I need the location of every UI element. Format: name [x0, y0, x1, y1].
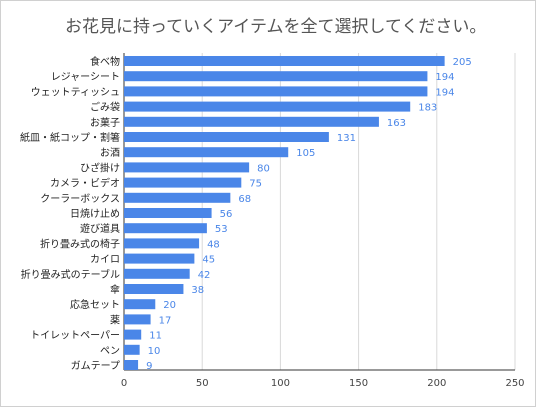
bar — [124, 132, 329, 142]
x-tick-label: 50 — [196, 378, 209, 389]
value-label: 42 — [198, 270, 211, 281]
value-label: 183 — [418, 103, 437, 114]
bar — [124, 56, 445, 66]
value-label: 17 — [159, 315, 172, 326]
bar — [124, 299, 156, 310]
value-label: 20 — [163, 300, 176, 311]
value-label: 105 — [296, 148, 315, 159]
value-label: 38 — [191, 285, 204, 296]
value-label: 48 — [207, 239, 220, 250]
category-label: ウェットティッシュ — [31, 86, 120, 98]
value-label: 45 — [202, 255, 215, 266]
category-label: お菓子 — [90, 117, 120, 129]
category-label: 折り畳み式の椅子 — [40, 237, 120, 250]
category-label: 日焼け止め — [70, 208, 120, 220]
bar — [124, 223, 207, 234]
x-tick-label: 200 — [427, 378, 446, 389]
bar — [124, 71, 428, 82]
value-label: 10 — [148, 346, 161, 357]
bar — [124, 162, 250, 173]
category-label: カメラ・ビデオ — [50, 177, 120, 190]
category-label: 紙皿・紙コップ・割箸 — [20, 131, 120, 144]
bar — [124, 238, 200, 249]
category-label: 折り畳み式のテーブル — [21, 268, 120, 281]
category-label: ガムテープ — [71, 360, 120, 372]
bar — [124, 101, 411, 112]
bar — [124, 147, 289, 158]
bar — [124, 344, 140, 355]
bar — [124, 208, 212, 218]
category-label: トイレットペーパー — [30, 330, 120, 342]
x-tick-label: 150 — [349, 378, 368, 389]
category-label: 薬 — [110, 314, 120, 326]
bar — [124, 86, 428, 97]
category-label: お酒 — [100, 147, 120, 159]
category-label: ごみ袋 — [90, 101, 120, 114]
bar — [124, 329, 142, 340]
category-label: 応急セット — [70, 298, 120, 311]
value-label: 194 — [435, 87, 454, 98]
category-label: カイロ — [90, 254, 120, 266]
bar — [124, 314, 151, 325]
x-tick-label: 0 — [121, 378, 127, 389]
bar — [124, 268, 190, 279]
bar — [124, 192, 231, 203]
value-label: 194 — [435, 72, 454, 83]
bar — [124, 360, 139, 370]
value-label: 80 — [257, 163, 270, 174]
bar — [124, 253, 195, 264]
value-label: 53 — [215, 224, 228, 235]
value-label: 56 — [220, 209, 233, 220]
value-label: 205 — [453, 57, 472, 68]
value-label: 68 — [238, 194, 251, 205]
category-label: レジャーシート — [51, 72, 120, 83]
category-label: ひざ掛け — [80, 161, 120, 174]
category-label: クーラーボックス — [40, 193, 120, 205]
chart-title: お花見に持っていくアイテムを全て選択してください。 — [65, 17, 487, 37]
category-label: 遊び道具 — [80, 222, 120, 235]
x-tick-label: 100 — [271, 378, 290, 389]
value-label: 131 — [337, 133, 356, 144]
value-label: 163 — [387, 118, 406, 129]
value-label: 75 — [249, 179, 262, 190]
category-label: ペン — [100, 346, 120, 357]
category-label: 食べ物 — [90, 55, 120, 68]
bar — [124, 177, 242, 188]
bar — [124, 284, 184, 294]
value-label: 9 — [146, 361, 152, 372]
category-label: 傘 — [110, 284, 120, 296]
value-label: 11 — [149, 331, 162, 342]
bar — [124, 116, 379, 127]
x-tick-label: 250 — [505, 378, 524, 389]
